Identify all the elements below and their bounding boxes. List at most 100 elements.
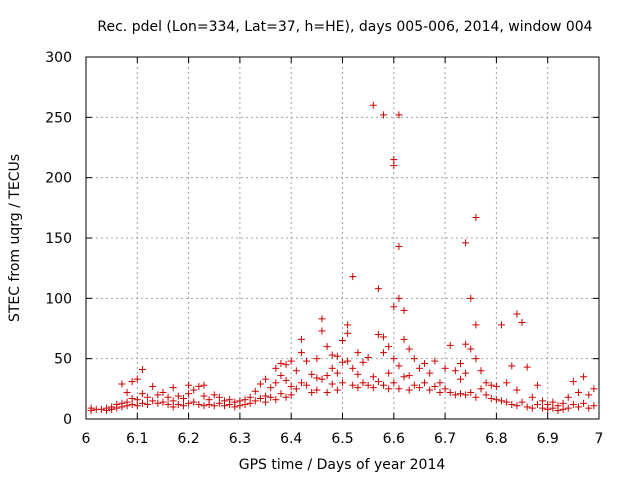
x-tick-label: 6.9	[537, 431, 559, 447]
data-point	[215, 393, 223, 401]
data-point	[462, 239, 470, 247]
data-point	[436, 388, 444, 396]
data-point	[287, 382, 295, 390]
data-point	[169, 384, 177, 392]
data-point	[446, 341, 454, 349]
data-point	[364, 353, 372, 361]
data-point	[380, 111, 388, 119]
x-tick-label: 6	[82, 431, 91, 447]
data-point	[462, 391, 470, 399]
data-point	[574, 388, 582, 396]
axis-ticks: 6 6.1 6.2 6.3 6.4 6.5 6.6 6.7 6.8 6.9 7 0 50 100 150 20…	[45, 50, 603, 447]
data-point	[174, 392, 182, 400]
data-point	[262, 375, 270, 383]
data-point	[487, 381, 495, 389]
x-axis-label: GPS time / Days of year 2014	[239, 457, 446, 473]
data-point	[154, 391, 162, 399]
data-point	[344, 357, 352, 365]
data-point	[272, 396, 280, 404]
data-point	[318, 315, 326, 323]
data-point	[369, 373, 377, 381]
data-point	[559, 399, 567, 407]
data-point	[164, 401, 172, 409]
data-point	[359, 358, 367, 366]
data-point	[200, 402, 208, 410]
data-point	[456, 375, 464, 383]
data-point	[287, 357, 295, 365]
data-point	[518, 398, 526, 406]
data-point	[236, 402, 244, 410]
data-point	[262, 392, 270, 400]
data-point	[554, 407, 562, 415]
data-point	[421, 359, 429, 367]
data-point	[179, 402, 187, 410]
y-axis-label: STEC from uqrg / TECUs	[7, 154, 23, 322]
data-point	[241, 401, 249, 409]
data-point	[287, 391, 295, 399]
data-point	[303, 381, 311, 389]
data-point	[415, 384, 423, 392]
data-point	[133, 396, 141, 404]
y-tick-label: 300	[45, 50, 72, 66]
data-point	[179, 394, 187, 402]
data-point	[123, 398, 131, 406]
data-point	[128, 394, 136, 402]
data-point	[328, 380, 336, 388]
data-point	[472, 355, 480, 363]
data-point	[462, 340, 470, 348]
data-point	[533, 401, 541, 409]
x-tick-label: 6.2	[177, 431, 199, 447]
data-point	[421, 379, 429, 387]
data-point	[318, 327, 326, 335]
data-point	[436, 379, 444, 387]
data-point	[590, 385, 598, 393]
data-point	[323, 388, 331, 396]
data-point	[210, 402, 218, 410]
data-point	[374, 378, 382, 386]
data-point	[446, 388, 454, 396]
data-point	[313, 355, 321, 363]
data-point	[169, 397, 177, 405]
data-point	[410, 381, 418, 389]
data-point	[431, 357, 439, 365]
data-point	[138, 399, 146, 407]
data-point	[118, 403, 126, 411]
data-point	[200, 381, 208, 389]
data-point	[333, 386, 341, 394]
data-point	[580, 373, 588, 381]
data-point	[518, 318, 526, 326]
data-point	[451, 391, 459, 399]
data-point	[390, 156, 398, 164]
data-point	[149, 382, 157, 390]
data-point	[585, 391, 593, 399]
data-point	[185, 390, 193, 398]
data-point	[103, 407, 111, 415]
data-point	[390, 379, 398, 387]
data-point	[400, 373, 408, 381]
data-point	[462, 369, 470, 377]
data-point	[333, 352, 341, 360]
data-point	[323, 372, 331, 380]
data-point	[374, 331, 382, 339]
data-point	[97, 405, 105, 413]
data-point	[456, 359, 464, 367]
data-point	[267, 384, 275, 392]
data-point	[380, 333, 388, 341]
y-tick-label: 200	[45, 171, 72, 187]
x-tick-label: 6.5	[331, 431, 353, 447]
data-point	[380, 381, 388, 389]
data-point	[169, 403, 177, 411]
data-point	[580, 399, 588, 407]
x-tick-label: 7	[595, 431, 604, 447]
data-point	[564, 404, 572, 412]
data-point	[195, 401, 203, 409]
x-tick-label: 6.7	[434, 431, 456, 447]
data-point	[313, 386, 321, 394]
data-point	[549, 398, 557, 406]
data-point	[231, 403, 239, 411]
data-point	[282, 361, 290, 369]
data-point	[149, 397, 157, 405]
data-point	[308, 370, 316, 378]
data-point	[472, 393, 480, 401]
grid	[86, 57, 599, 419]
